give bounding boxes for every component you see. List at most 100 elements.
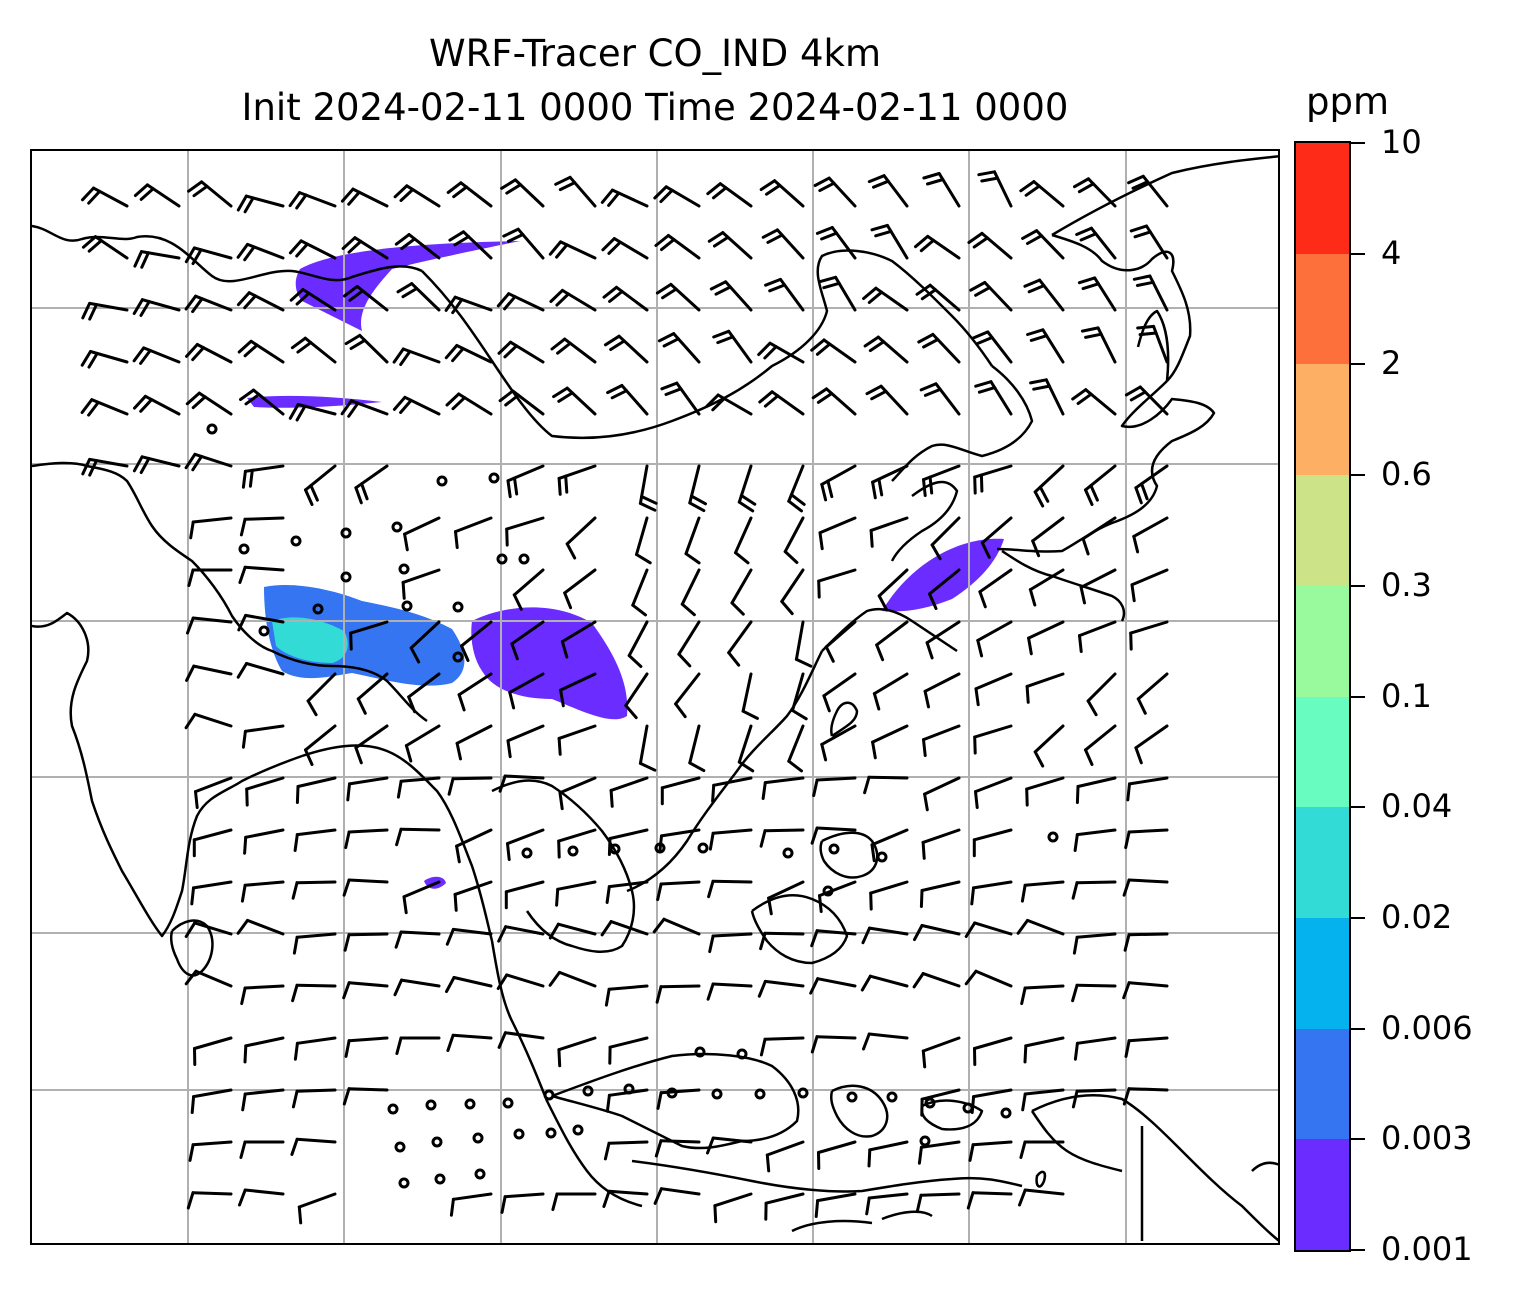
calm-marker-circle-icon	[736, 1048, 748, 1060]
wind-barb	[708, 828, 753, 851]
wind-barb	[186, 1191, 233, 1210]
wind-barb	[794, 620, 813, 668]
colorbar-tick	[1351, 363, 1365, 366]
wind-barb	[393, 978, 441, 997]
plume-korea	[882, 538, 1004, 612]
wind-barb	[457, 672, 493, 712]
wind-barb	[557, 828, 597, 859]
calm-marker-circle-icon	[452, 601, 464, 613]
coastlines-and-borders	[32, 155, 1278, 1242]
colorbar-tick-label: 0.3	[1381, 565, 1432, 604]
wind-barb	[1124, 828, 1169, 850]
wind-barb	[288, 239, 337, 260]
wind-barb	[407, 672, 441, 714]
wind-barb	[1130, 568, 1169, 603]
wind-barb	[548, 922, 597, 940]
wind-barb	[1086, 672, 1117, 717]
map-panel	[30, 149, 1280, 1245]
wind-barb	[971, 330, 1013, 364]
wind-barb	[706, 182, 753, 208]
wind-barb	[342, 284, 389, 312]
wind-barb	[684, 516, 701, 565]
wind-barb	[713, 1192, 753, 1224]
wind-barb	[600, 188, 649, 208]
calm-marker-circle-icon	[513, 1128, 525, 1140]
wind-barb	[912, 972, 961, 989]
wind-barb	[133, 394, 181, 416]
wind-barb	[549, 288, 597, 312]
wind-barb	[603, 1140, 649, 1161]
wind-barb	[395, 827, 441, 847]
wind-barb	[243, 1036, 285, 1064]
calm-marker-circle-icon	[391, 521, 403, 533]
wind-barb	[187, 568, 233, 587]
wind-barb	[81, 457, 129, 477]
wind-barb	[655, 984, 701, 1004]
wind-barb	[133, 250, 181, 269]
calm-marker-circle-icon	[452, 651, 464, 663]
wind-barb	[862, 1032, 909, 1051]
wind-barb	[1026, 328, 1065, 364]
wind-barb	[627, 620, 649, 668]
wind-barb	[1071, 388, 1117, 416]
wind-barb	[1020, 880, 1065, 903]
wind-barb	[783, 516, 805, 564]
wind-barb	[869, 516, 909, 548]
wind-barb	[354, 464, 389, 505]
wind-barb	[498, 774, 545, 793]
colorbar-tick	[1351, 695, 1365, 698]
wind-barb	[1019, 1140, 1065, 1159]
wind-barb	[655, 282, 701, 312]
wind-barb	[552, 386, 597, 416]
wind-barb	[1136, 324, 1169, 364]
wind-barb	[974, 672, 1013, 707]
wind-barb	[512, 568, 545, 611]
wind-barb	[188, 1140, 233, 1162]
colorbar-segment	[1296, 474, 1349, 586]
wind-barb	[922, 464, 961, 497]
wind-barb	[192, 828, 233, 858]
calm-marker-circle-icon	[846, 1091, 858, 1103]
wind-barb	[237, 613, 285, 632]
wind-barb	[510, 620, 545, 661]
wind-barb	[875, 620, 909, 662]
calm-marker-circle-icon	[545, 1127, 557, 1139]
wind-barb	[496, 973, 545, 990]
wind-barb	[1123, 932, 1169, 952]
wind-barb	[496, 292, 545, 312]
wind-barb	[810, 338, 857, 364]
calm-marker-circle-icon	[543, 1089, 555, 1101]
wind-barb	[241, 1088, 285, 1112]
colorbar-tick-label: 2	[1381, 344, 1402, 383]
wind-barb	[980, 516, 1013, 559]
wind-barb	[964, 969, 1013, 988]
wind-barb	[761, 776, 805, 800]
wind-barb	[504, 880, 545, 910]
wind-barb	[1029, 378, 1065, 416]
wind-barb	[1027, 620, 1065, 656]
wind-barb	[344, 333, 389, 364]
wind-barb	[1080, 326, 1117, 364]
wind-barb	[346, 776, 389, 802]
wind-barb	[132, 298, 181, 317]
wind-barb	[867, 174, 909, 208]
wind-barb	[860, 974, 909, 992]
lat-lon-gridlines	[32, 151, 1278, 1243]
wind-barb	[1136, 672, 1169, 715]
wind-barb	[780, 568, 805, 616]
wind-barb	[1021, 229, 1065, 260]
wind-barb	[1031, 516, 1065, 558]
wind-barb	[1073, 828, 1117, 852]
calm-marker-circle-icon	[782, 847, 794, 859]
wind-barb	[638, 724, 657, 772]
wind-barb	[660, 381, 701, 416]
wind-barb	[822, 672, 857, 713]
calm-marker-circle-icon	[488, 472, 500, 484]
wind-barb	[392, 395, 441, 416]
wind-barb	[444, 295, 493, 315]
wind-barb	[356, 672, 389, 715]
wind-barb	[870, 828, 909, 863]
wind-barb	[820, 724, 857, 762]
calm-marker-circle-icon	[502, 1097, 514, 1109]
calm-marker-circle-icon	[919, 1135, 931, 1147]
